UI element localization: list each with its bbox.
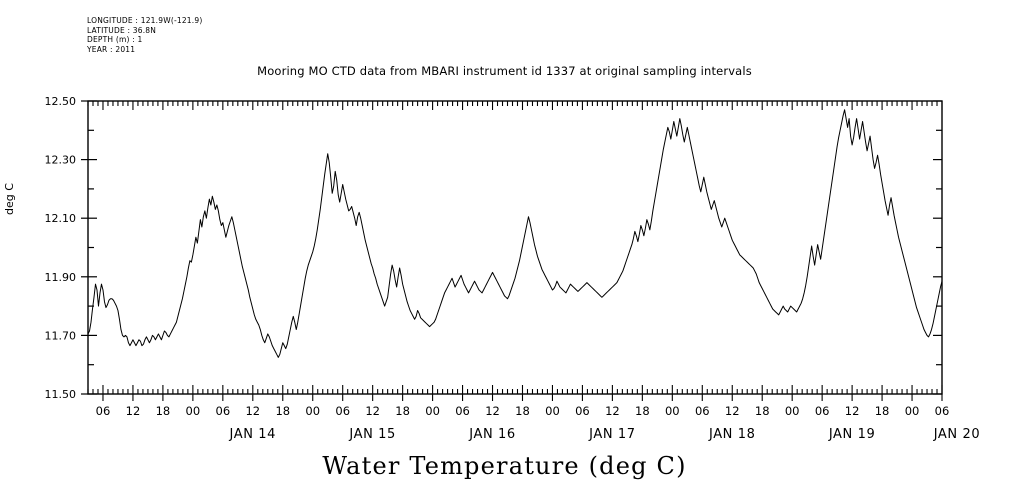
x-tick-hour-label: 18 (875, 404, 890, 418)
x-tick-hour-label: 00 (186, 404, 201, 418)
x-tick-hour-label: 06 (575, 404, 590, 418)
data-series-layer (88, 109, 942, 358)
x-axis-date-label: JAN 18 (708, 427, 756, 442)
x-tick-hour-label: 12 (365, 404, 380, 418)
x-tick-hour-label: 18 (755, 404, 770, 418)
x-tick-hour-label: 00 (785, 404, 800, 418)
metadata-latitude: LATITUDE : 36.8N (87, 25, 157, 35)
chart-title: Mooring MO CTD data from MBARI instrumen… (257, 64, 752, 78)
x-tick-hour-label: 12 (845, 404, 860, 418)
temperature-series-line (88, 109, 942, 358)
metadata-longitude: LONGITUDE : 121.9W(-121.9) (87, 16, 203, 25)
x-tick-hour-label: 06 (335, 404, 350, 418)
x-axis-date-label: JAN 16 (468, 427, 516, 442)
x-tick-hour-label: 18 (515, 404, 530, 418)
y-tick-label: 12.10 (45, 212, 77, 225)
x-tick-hour-label: 06 (96, 404, 111, 418)
x-axis-date-label: JAN 19 (828, 427, 876, 442)
x-tick-hour-label: 12 (485, 404, 500, 418)
x-tick-hour-label: 00 (305, 404, 320, 418)
x-tick-hour-label: 06 (935, 404, 950, 418)
y-tick-label: 11.90 (45, 271, 77, 284)
x-tick-hour-label: 00 (545, 404, 560, 418)
x-tick-hour-label: 18 (156, 404, 171, 418)
x-tick-hour-label: 18 (395, 404, 410, 418)
axes-layer (81, 100, 943, 401)
metadata-block: LONGITUDE : 121.9W(-121.9) LATITUDE : 36… (87, 16, 202, 54)
metadata-year: YEAR : 2011 (87, 44, 136, 54)
x-tick-hour-label: 06 (216, 404, 231, 418)
x-tick-hour-label: 12 (605, 404, 620, 418)
x-axis-date-label: JAN 17 (588, 427, 636, 442)
x-tick-hour-label: 12 (725, 404, 740, 418)
x-axis-date-label: JAN 20 (933, 427, 981, 442)
x-axis-date-label: JAN 14 (229, 427, 277, 442)
x-tick-hour-label: 18 (635, 404, 650, 418)
x-tick-hour-label: 12 (126, 404, 141, 418)
x-tick-hour-label: 06 (695, 404, 710, 418)
x-tick-hour-label: 06 (455, 404, 470, 418)
x-tick-hour-label: 18 (275, 404, 290, 418)
x-tick-hour-label: 06 (815, 404, 830, 418)
x-axis-date-label: JAN 15 (348, 427, 396, 442)
y-tick-label: 11.50 (45, 388, 77, 401)
y-tick-label: 12.50 (45, 95, 77, 108)
metadata-depth: DEPTH (m) : 1 (87, 35, 143, 45)
x-tick-hour-label: 00 (665, 404, 680, 418)
x-tick-hour-label: 00 (905, 404, 920, 418)
y-tick-label: 11.70 (45, 329, 77, 342)
x-axis-title: Water Temperature (deg C) (322, 452, 687, 480)
x-tick-hour-label: 12 (245, 404, 260, 418)
tick-label-layer: 11.50 11.70 11.90 12.10 12.30 12.50 06 12 18 00 06… (45, 95, 981, 442)
y-tick-label: 12.30 (45, 154, 77, 167)
x-tick-hour-label: 00 (425, 404, 440, 418)
